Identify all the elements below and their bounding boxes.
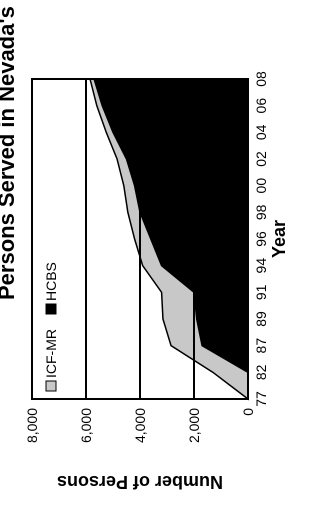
- x-tick-label: 82: [253, 364, 269, 380]
- y-tick-label: 4,000: [132, 408, 148, 443]
- y-tick-label: 6,000: [78, 408, 94, 443]
- x-tick-label: 02: [253, 151, 269, 167]
- legend-label-icf-mr: ICF-MR: [43, 329, 59, 378]
- x-tick-label: 89: [253, 311, 269, 327]
- legend: ICF-MR HCBS: [43, 262, 59, 392]
- x-axis-title: Year: [269, 220, 289, 258]
- x-tick-label: 00: [253, 178, 269, 194]
- y-tick-label: 8,000: [24, 408, 40, 443]
- legend-label-hcbs: HCBS: [43, 262, 59, 301]
- x-tick-label: 98: [253, 204, 269, 220]
- x-tick-label: 91: [253, 284, 269, 300]
- plot-frame: [31, 78, 249, 400]
- x-tick-label: 77: [253, 391, 269, 407]
- chart-rotated-layer: 77 82 87 89 91 94 96 98 00 02 04 06 08 0 2,000 4,000 6,0…: [0, 0, 289, 492]
- y-axis-title: Number of Persons: [57, 472, 223, 492]
- x-tick-label: 06: [253, 98, 269, 114]
- x-tick-label: 96: [253, 231, 269, 247]
- chart-title: Persons Served in Nevada's ICF-MR and HC…: [0, 0, 19, 300]
- plot-area: 77 82 87 89 91 94 96 98 00 02 04 06 08 0 2,000 4,000 6,0…: [24, 71, 269, 443]
- x-tick-label: 04: [253, 124, 269, 140]
- legend-swatch-icf-mr: [45, 380, 57, 392]
- x-tick-label: 94: [253, 258, 269, 274]
- y-tick-label: 0: [240, 408, 256, 416]
- legend-swatch-hcbs: [45, 303, 57, 315]
- y-tick-label: 2,000: [186, 408, 202, 443]
- x-tick-label: 08: [253, 71, 269, 87]
- x-tick-label: 87: [253, 338, 269, 354]
